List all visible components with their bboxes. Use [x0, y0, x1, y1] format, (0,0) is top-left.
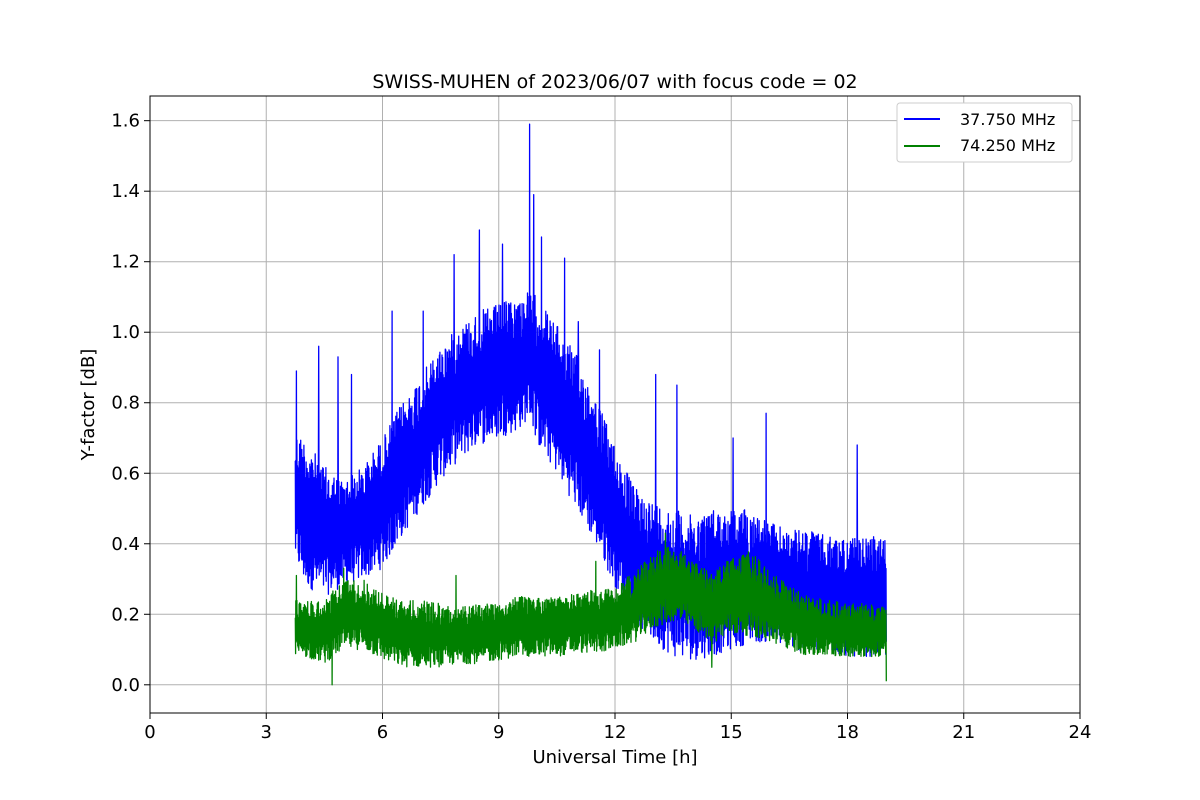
x-axis-label: Universal Time [h]	[532, 747, 697, 768]
ticks: 0 3 6 9 12 15 18 21 24 0.0 0.2 0.4 0.6 0.8 1.0 1.2 1.4 1.…	[111, 111, 1091, 743]
x-tick-label: 9	[493, 722, 504, 743]
y-tick-label: 1.4	[111, 181, 140, 202]
series-line-74-250-mhz	[294, 532, 887, 686]
legend: 37.750 MHz 74.250 MHz	[896, 102, 1073, 163]
x-tick-label: 12	[604, 722, 627, 743]
legend-label-74250: 74.250 MHz	[960, 136, 1055, 155]
y-tick-label: 0.4	[111, 534, 140, 555]
y-tick-label: 1.0	[111, 322, 140, 343]
legend-label-37750: 37.750 MHz	[960, 110, 1055, 129]
y-tick-label: 1.2	[111, 252, 140, 273]
x-tick-label: 0	[144, 722, 155, 743]
y-tick-label: 0.6	[111, 463, 140, 484]
chart-title: SWISS-MUHEN of 2023/06/07 with focus cod…	[372, 71, 857, 93]
x-tick-label: 15	[720, 722, 743, 743]
x-tick-label: 21	[952, 722, 975, 743]
y-tick-label: 1.6	[111, 111, 140, 132]
y-tick-label: 0.2	[111, 604, 140, 625]
y-tick-label: 0.0	[111, 675, 140, 696]
x-tick-label: 3	[261, 722, 272, 743]
series-layer	[294, 123, 887, 686]
x-tick-label: 18	[836, 722, 859, 743]
legend-box	[896, 102, 1073, 163]
y-axis-label: Y-factor [dB]	[78, 349, 99, 462]
x-tick-label: 6	[377, 722, 388, 743]
x-tick-label: 24	[1069, 722, 1092, 743]
y-tick-label: 0.8	[111, 393, 140, 414]
series-line-37-750-mhz	[294, 123, 887, 660]
